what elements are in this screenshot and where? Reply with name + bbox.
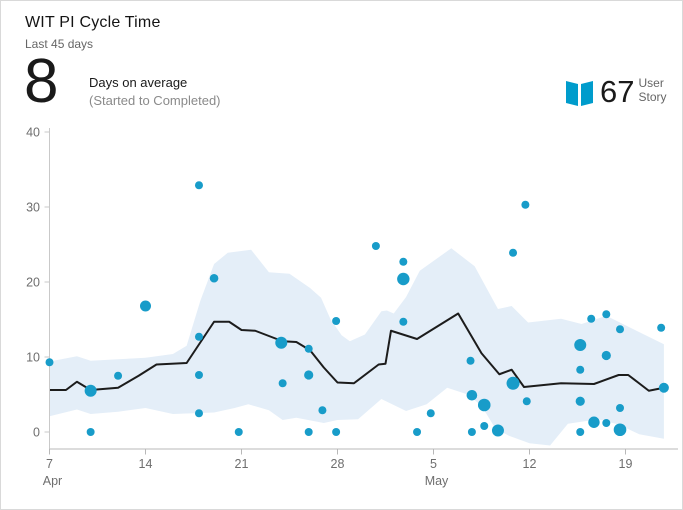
x-axis-tick-label: 12 — [523, 457, 537, 471]
y-axis-tick-label: 30 — [26, 201, 40, 215]
rolling-average-trend-line — [49, 312, 665, 392]
work-item-type-line2: Story — [638, 90, 667, 104]
data-point[interactable] — [86, 428, 95, 436]
data-point[interactable] — [194, 181, 203, 190]
x-axis-tick-label: 14 — [139, 457, 153, 471]
user-story-book-icon — [566, 81, 593, 106]
data-point[interactable] — [477, 398, 491, 412]
data-point[interactable] — [588, 416, 600, 428]
data-point[interactable] — [616, 325, 625, 334]
data-point[interactable] — [278, 379, 287, 388]
data-point[interactable] — [466, 389, 478, 401]
data-point[interactable] — [613, 423, 627, 437]
data-point[interactable] — [574, 339, 587, 351]
data-point[interactable] — [576, 428, 585, 436]
widget-subtitle: Last 45 days — [25, 37, 94, 51]
variability-band — [49, 248, 664, 446]
data-point[interactable] — [304, 428, 313, 436]
work-item-type-line1: User — [638, 76, 664, 90]
data-point[interactable] — [234, 428, 243, 436]
data-point[interactable] — [466, 356, 475, 365]
y-axis-tick-label: 20 — [26, 276, 40, 290]
data-point[interactable] — [413, 428, 422, 436]
work-item-count: 67 — [600, 74, 635, 109]
y-axis-tick-label: 10 — [26, 351, 40, 365]
data-point[interactable] — [332, 317, 341, 325]
data-point[interactable] — [522, 397, 531, 406]
widget-title: WIT PI Cycle Time — [25, 14, 161, 31]
data-point[interactable] — [602, 310, 611, 319]
data-point[interactable] — [209, 273, 219, 283]
data-point[interactable] — [45, 358, 54, 367]
work-item-count-block: 67 User Story — [564, 73, 667, 107]
x-axis-tick-label: 28 — [331, 457, 345, 471]
data-point[interactable] — [371, 242, 380, 250]
data-point[interactable] — [304, 370, 314, 380]
x-axis-tick-label: 19 — [619, 457, 633, 471]
data-point[interactable] — [399, 257, 408, 266]
data-point[interactable] — [275, 336, 288, 349]
data-point[interactable] — [194, 371, 203, 379]
x-axis-tick-label: 21 — [235, 457, 249, 471]
x-axis-tick-label: 7 — [46, 457, 53, 471]
data-point[interactable] — [397, 272, 410, 286]
data-point[interactable] — [601, 350, 611, 361]
data-point[interactable] — [602, 419, 611, 427]
data-point[interactable] — [318, 406, 327, 415]
data-point[interactable] — [84, 384, 97, 397]
data-point[interactable] — [506, 376, 520, 390]
data-point[interactable] — [521, 200, 530, 209]
y-axis-tick-label: 40 — [26, 126, 40, 140]
data-point[interactable] — [140, 300, 151, 312]
data-point[interactable] — [657, 323, 666, 332]
data-point[interactable] — [194, 332, 203, 341]
data-point[interactable] — [399, 317, 408, 326]
average-days-label: Days on average — [89, 75, 188, 90]
x-axis-month-label: Apr — [43, 474, 62, 488]
data-point[interactable] — [467, 428, 476, 436]
data-point[interactable] — [114, 371, 123, 380]
average-days-value: 8 — [24, 47, 59, 116]
data-point[interactable] — [332, 428, 341, 436]
data-point[interactable] — [304, 344, 313, 353]
y-axis-tick-label: 0 — [33, 426, 40, 440]
data-point[interactable] — [491, 424, 504, 437]
data-point[interactable] — [575, 396, 585, 406]
data-point[interactable] — [194, 409, 203, 418]
average-days-sublabel: (Started to Completed) — [89, 93, 221, 108]
data-point[interactable] — [616, 404, 625, 412]
data-point[interactable] — [576, 365, 585, 374]
x-axis-month-label: May — [425, 474, 449, 488]
x-axis-tick-label: 5 — [430, 457, 437, 471]
data-point[interactable] — [480, 422, 489, 430]
data-point[interactable] — [587, 314, 596, 323]
work-item-type-label: User Story — [638, 76, 666, 104]
data-point[interactable] — [426, 409, 435, 418]
data-point[interactable] — [509, 248, 518, 257]
data-point[interactable] — [658, 382, 669, 393]
